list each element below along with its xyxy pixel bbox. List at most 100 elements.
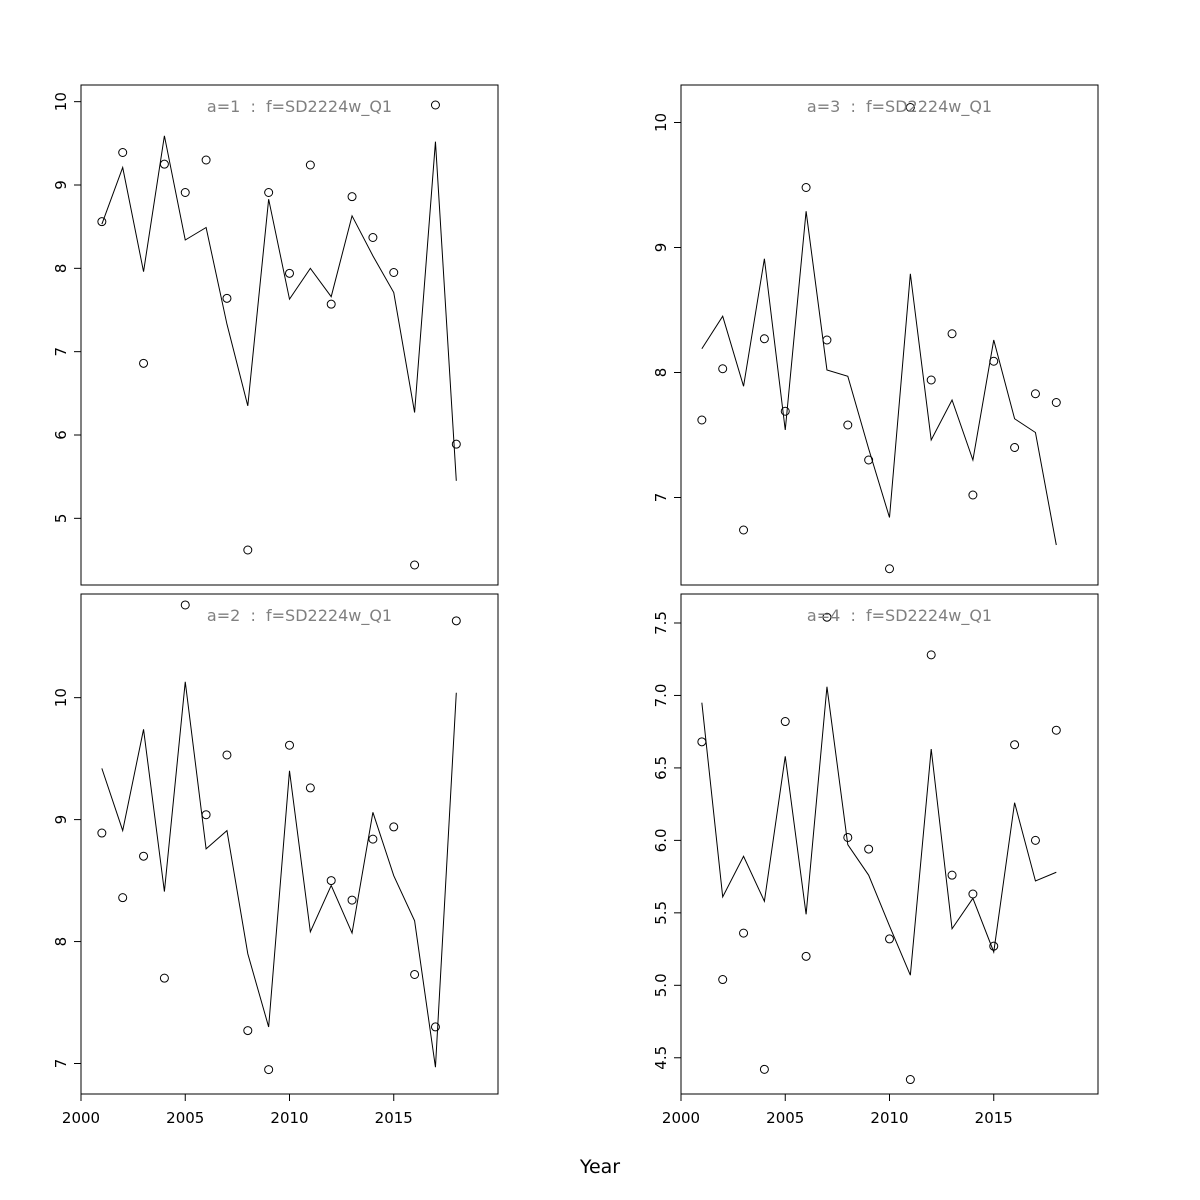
observed-point <box>305 160 315 170</box>
observed-point <box>222 293 232 303</box>
observed-point <box>926 650 936 660</box>
y-tick-label: 10 <box>52 688 70 707</box>
y-tick-label: 7 <box>52 1059 70 1069</box>
panel-3: 7 8 9 10 2000 2005 2010 2015 a=2 : f=SD2224w_Q1 <box>52 593 499 1127</box>
y-tick-label: 6.0 <box>652 828 670 852</box>
x-tick-label: 2010 <box>270 1109 308 1127</box>
observed-point <box>180 600 190 610</box>
y-tick-label: 6.5 <box>652 756 670 780</box>
plot-frame <box>80 593 499 1095</box>
x-axis-label: Year <box>579 1156 621 1178</box>
observed-point <box>451 439 461 449</box>
observed-point <box>159 973 169 983</box>
y-tick-label: 7 <box>652 493 670 503</box>
observed-point <box>885 934 894 944</box>
observed-point <box>368 233 378 242</box>
observed-point <box>780 406 790 416</box>
panel-title: a=2 : f=SD2224w_Q1 <box>207 606 392 626</box>
observed-point <box>326 876 336 886</box>
fitted-line <box>701 686 1057 976</box>
observed-point <box>1030 835 1040 845</box>
observed-point <box>264 1065 274 1075</box>
y-tick-label: 4.5 <box>652 1046 670 1070</box>
fitted-line <box>101 681 457 1068</box>
observed-point <box>118 148 128 157</box>
observed-point <box>864 844 874 854</box>
observed-point <box>430 1022 440 1032</box>
observed-point <box>947 870 957 880</box>
observed-point <box>1051 398 1061 407</box>
observed-point <box>410 969 420 979</box>
panel-title: a=3 : f=SD2224w_Q1 <box>807 97 992 117</box>
observed-point <box>180 188 190 197</box>
observed-point <box>118 893 128 903</box>
observed-point <box>410 560 420 570</box>
observed-point <box>305 783 315 793</box>
observed-point <box>968 889 978 899</box>
observed-point <box>389 822 399 832</box>
observed-point <box>139 851 149 861</box>
y-tick-label: 5.5 <box>652 901 670 925</box>
observed-point <box>285 268 294 278</box>
observed-point <box>843 420 853 430</box>
fitted-line <box>701 211 1057 546</box>
plot-frame <box>80 84 499 586</box>
x-tick-label: 2015 <box>975 1109 1013 1127</box>
y-tick-label: 9 <box>652 243 670 253</box>
y-tick-label: 7 <box>52 347 70 357</box>
y-tick-label: 7.5 <box>652 611 670 635</box>
observed-point <box>947 329 957 339</box>
y-tick-label: 10 <box>52 92 70 111</box>
x-tick-label: 2005 <box>766 1109 804 1127</box>
observed-point <box>718 975 728 985</box>
x-tick-label: 2000 <box>62 1109 100 1127</box>
observed-point <box>926 375 936 385</box>
observed-point <box>905 1075 915 1085</box>
observed-point <box>264 188 274 197</box>
panel-title: a=4 : f=SD2224w_Q1 <box>807 606 992 626</box>
panel-4: 4.5 5.0 5.5 6.0 6.5 7.0 7.5 2000 2005 2010 2015 a=4… <box>652 593 1099 1127</box>
y-tick-label: 6 <box>52 430 70 440</box>
observed-point <box>285 740 294 750</box>
panel-title: a=1 : f=SD2224w_Q1 <box>207 97 392 117</box>
observed-point <box>1010 740 1020 750</box>
observed-point <box>885 564 894 574</box>
x-tick-label: 2010 <box>870 1109 908 1127</box>
observed-point <box>201 155 211 165</box>
observed-point <box>326 299 336 309</box>
y-tick-label: 5 <box>52 514 70 524</box>
x-tick-label: 2005 <box>166 1109 204 1127</box>
y-tick-label: 10 <box>652 113 670 132</box>
observed-point <box>989 356 999 366</box>
panel-1: 5 6 7 8 9 10 a=1 : f=SD2224w_Q1 <box>52 84 499 586</box>
x-tick-label: 2015 <box>375 1109 413 1127</box>
observed-point <box>139 358 149 368</box>
y-tick-label: 9 <box>52 180 70 190</box>
observed-point <box>368 834 378 844</box>
observed-point <box>968 490 978 500</box>
observed-point <box>989 941 999 951</box>
observed-point <box>1030 389 1040 399</box>
observed-point <box>718 364 728 374</box>
observed-point <box>905 103 915 112</box>
observed-point <box>97 828 107 838</box>
observed-point <box>97 217 107 227</box>
observed-point <box>159 159 169 169</box>
observed-point <box>697 415 707 425</box>
observed-point <box>780 717 790 727</box>
observed-point <box>389 268 399 277</box>
observed-point <box>222 750 232 760</box>
plot-frame <box>680 84 1099 586</box>
observed-point <box>243 1026 253 1036</box>
observed-point <box>739 525 749 535</box>
x-tick-label: 2000 <box>662 1109 700 1127</box>
observed-point <box>759 1064 769 1074</box>
observed-point <box>759 334 769 344</box>
y-tick-label: 5.0 <box>652 973 670 997</box>
observed-point <box>739 928 749 938</box>
observed-point <box>430 100 440 110</box>
observed-point <box>451 616 461 626</box>
observed-point <box>822 612 832 622</box>
observed-point <box>801 951 811 961</box>
